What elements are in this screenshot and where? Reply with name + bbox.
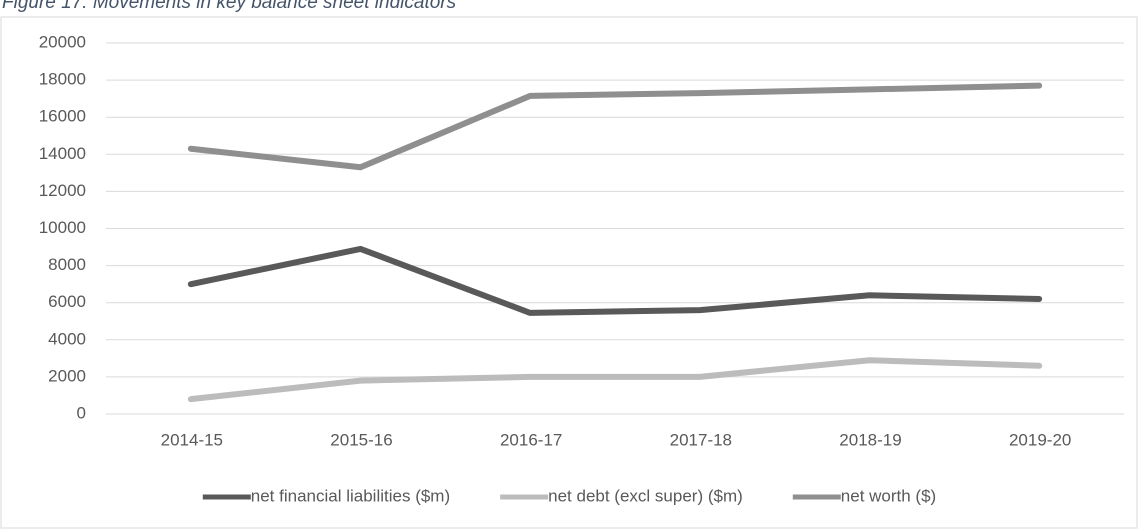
legend-label: net worth ($) <box>841 486 936 505</box>
y-tick-label: 6000 <box>48 292 86 311</box>
y-tick-label: 2000 <box>48 366 86 385</box>
series-line <box>187 82 1043 171</box>
legend-label: net debt (excl super) ($m) <box>548 486 743 505</box>
x-tick-label: 2015-16 <box>330 430 392 449</box>
y-tick-label: 10000 <box>39 218 86 237</box>
series-line <box>187 357 1043 403</box>
y-tick-label: 20000 <box>39 32 86 51</box>
y-tick-label: 0 <box>77 403 86 422</box>
y-tick-label: 18000 <box>39 70 86 89</box>
x-tick-label: 2017-18 <box>670 430 732 449</box>
x-tick-label: 2016-17 <box>500 430 562 449</box>
chart-title: Figure 17: Movements in key balance shee… <box>2 0 457 13</box>
y-tick-label: 16000 <box>39 107 86 126</box>
x-tick-label: 2014-15 <box>161 430 223 449</box>
y-tick-label: 14000 <box>39 144 86 163</box>
chart-frame <box>0 16 1138 529</box>
y-tick-label: 4000 <box>48 329 86 348</box>
x-tick-label: 2019-20 <box>1009 430 1071 449</box>
series-line <box>187 245 1043 316</box>
x-tick-label: 2018-19 <box>839 430 901 449</box>
y-tick-label: 8000 <box>48 255 86 274</box>
legend-label: net financial liabilities ($m) <box>251 486 450 505</box>
y-tick-label: 12000 <box>39 181 86 200</box>
